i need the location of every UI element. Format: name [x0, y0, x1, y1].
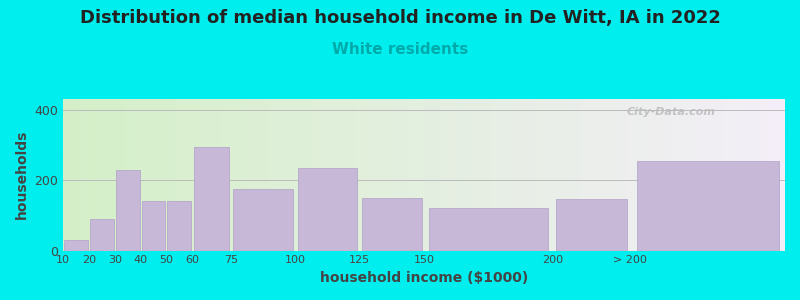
Y-axis label: households: households: [15, 130, 29, 220]
Bar: [90, 219, 114, 250]
Bar: [298, 168, 357, 250]
Bar: [234, 189, 293, 250]
X-axis label: household income ($1000): household income ($1000): [320, 271, 528, 285]
Text: City-Data.com: City-Data.com: [626, 106, 715, 117]
Bar: [116, 169, 139, 250]
Bar: [362, 198, 422, 250]
Text: White residents: White residents: [332, 42, 468, 57]
Bar: [64, 240, 88, 250]
Bar: [194, 147, 230, 250]
Bar: [637, 161, 779, 250]
Text: Distribution of median household income in De Witt, IA in 2022: Distribution of median household income …: [79, 9, 721, 27]
Bar: [556, 200, 627, 250]
Bar: [430, 208, 548, 250]
Bar: [167, 201, 191, 250]
Bar: [142, 201, 166, 250]
